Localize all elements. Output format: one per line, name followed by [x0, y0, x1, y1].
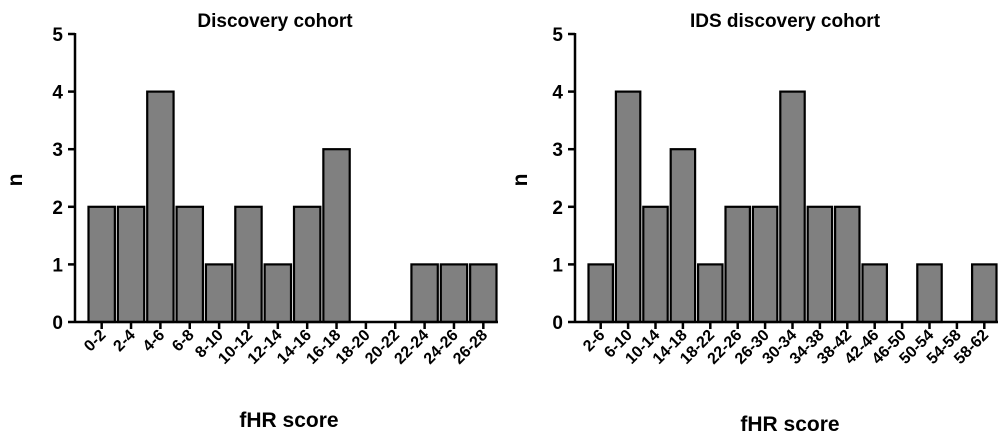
chart-panel-ids-discovery: IDS discovery cohort fHR score n 012345 … [509, 11, 998, 436]
bar [833, 205, 861, 324]
bar [204, 263, 234, 324]
bar [970, 263, 998, 324]
y-tick-label: 2 [52, 198, 63, 219]
x-tick-label: 2-4 [110, 327, 138, 355]
bar [263, 263, 293, 324]
y-axis-ticks: 0 1 2 3 4 5 [52, 25, 75, 334]
chart-title: Discovery cohort [197, 11, 353, 32]
bar [322, 148, 351, 324]
y-tick-label: 5 [552, 25, 563, 46]
bar [751, 205, 779, 324]
bar [669, 148, 697, 324]
x-axis-ticks: 0-2 2-4 4-6 6-88-1010-1212-1414-1616-1818-2… [81, 322, 491, 368]
y-axis-title: n [509, 174, 532, 187]
x-tick-label: 4-6 [140, 327, 168, 355]
bar [87, 205, 116, 324]
bar [175, 205, 205, 324]
bar-group [87, 90, 498, 324]
bar [439, 263, 469, 324]
bar [469, 263, 498, 324]
y-tick-label: 4 [52, 83, 63, 104]
y-tick-label: 1 [52, 255, 63, 276]
y-axis-title: n [4, 174, 27, 187]
y-tick-label: 1 [552, 255, 563, 276]
x-tick-label: 26-28 [450, 327, 491, 368]
chart-title: IDS discovery cohort [690, 11, 881, 32]
bar [587, 263, 614, 324]
bar [146, 90, 175, 324]
bar [861, 263, 888, 324]
y-tick-label: 3 [552, 140, 563, 161]
y-tick-label: 0 [52, 313, 63, 334]
x-axis-title: fHR score [740, 413, 839, 436]
bar [724, 205, 751, 324]
bar [642, 205, 669, 324]
bar [916, 263, 943, 324]
x-axis-title: fHR score [239, 409, 338, 432]
y-tick-label: 2 [552, 198, 563, 219]
x-axis-ticks: 2-66-1010-1414-1818-2222-2626-3030-3434-… [580, 322, 992, 368]
y-axis-ticks: 0 1 2 3 4 5 [552, 25, 575, 334]
bar-group [587, 90, 998, 324]
y-tick-label: 5 [52, 25, 63, 46]
bar [614, 90, 642, 324]
bar [410, 263, 439, 324]
bar [292, 205, 322, 324]
bar [779, 90, 806, 324]
bar [806, 205, 834, 324]
bar [234, 205, 263, 324]
y-tick-label: 0 [552, 313, 563, 334]
y-tick-label: 4 [552, 83, 563, 104]
y-tick-label: 3 [52, 140, 63, 161]
bar [696, 263, 724, 324]
bar [116, 205, 146, 324]
x-tick-label: 0-2 [81, 327, 109, 355]
